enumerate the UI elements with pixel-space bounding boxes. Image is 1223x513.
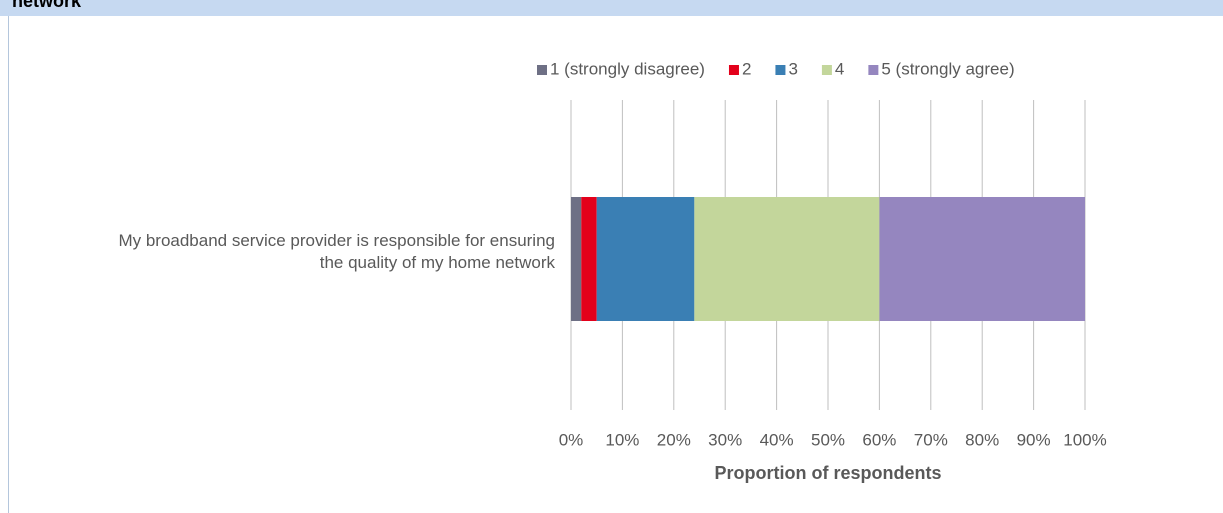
bar-segment xyxy=(581,197,597,321)
x-tick-label: 90% xyxy=(1017,430,1051,449)
legend-label: 5 (strongly agree) xyxy=(881,59,1014,78)
x-axis-title: Proportion of respondents xyxy=(715,463,942,483)
x-tick-label: 30% xyxy=(708,430,742,449)
x-tick-label: 10% xyxy=(605,430,639,449)
x-tick-label: 0% xyxy=(559,430,584,449)
legend-marker xyxy=(868,65,879,75)
legend-label: 2 xyxy=(742,59,751,78)
x-tick-label: 70% xyxy=(914,430,948,449)
legend-marker xyxy=(821,65,832,75)
bar-segment xyxy=(571,197,582,321)
chart-title: network xyxy=(12,0,82,11)
bar-segment xyxy=(596,197,695,321)
legend-marker xyxy=(728,65,739,75)
legend-label: 3 xyxy=(788,59,797,78)
x-tick-label: 50% xyxy=(811,430,845,449)
category-label: My broadband service provider is respons… xyxy=(118,231,555,272)
x-tick-label: 40% xyxy=(760,430,794,449)
header-band xyxy=(0,0,1223,16)
legend-marker xyxy=(537,65,547,75)
legend-label: 1 (strongly disagree) xyxy=(550,59,705,78)
bar-segment xyxy=(879,197,1085,321)
bar-segment xyxy=(694,197,880,321)
x-tick-label: 20% xyxy=(657,430,691,449)
x-tick-label: 80% xyxy=(965,430,999,449)
x-tick-label: 60% xyxy=(862,430,896,449)
x-tick-label: 100% xyxy=(1063,430,1106,449)
legend-marker xyxy=(775,65,786,75)
legend-label: 4 xyxy=(835,59,844,78)
